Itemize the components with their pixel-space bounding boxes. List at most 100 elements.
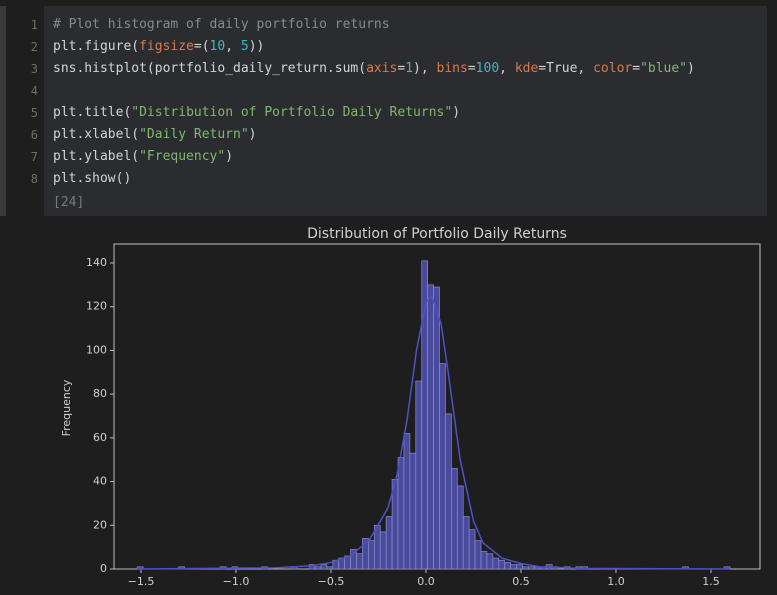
x-tick-label: −0.5 (318, 575, 345, 588)
bar (427, 284, 434, 570)
bar (397, 457, 405, 570)
bar (373, 524, 381, 570)
bar (391, 479, 399, 570)
token: )) (248, 39, 265, 54)
token: color (593, 61, 633, 76)
token: =( (193, 39, 210, 54)
token: , (499, 61, 515, 76)
bar (462, 516, 470, 570)
bar (474, 540, 482, 570)
token: sns.histplot(portfolio_daily_return.sum( (53, 61, 367, 76)
bar (344, 555, 351, 570)
bar (231, 566, 239, 570)
code-line: plt.title("Distribution of Portfolio Dai… (53, 105, 460, 120)
token: plt.title( (53, 105, 132, 120)
x-tick-label: 1.5 (702, 575, 720, 588)
bar (563, 566, 571, 570)
code-cell[interactable] (44, 6, 767, 216)
bar (504, 562, 511, 570)
y-tick-label: 0 (100, 562, 107, 575)
token: plt.show() (53, 171, 132, 186)
code-line: sns.histplot(portfolio_daily_return.sum(… (53, 61, 695, 76)
token: "Daily Return" (139, 127, 249, 142)
token: "Frequency" (139, 149, 226, 164)
y-tick-label: 60 (93, 431, 107, 444)
code-line: plt.xlabel("Daily Return") (53, 127, 257, 142)
token: "blue" (640, 61, 688, 76)
bar (539, 566, 547, 570)
bar (468, 529, 476, 570)
bar (385, 516, 393, 570)
y-tick-label: 100 (86, 343, 107, 356)
bar (136, 566, 144, 570)
bar (178, 566, 185, 570)
bar (486, 553, 494, 570)
token: plt.figure( (53, 39, 140, 54)
execution-count: [24] (53, 195, 85, 210)
bar (682, 566, 689, 570)
bar (415, 380, 423, 570)
token: kde (514, 61, 539, 76)
token: ) (687, 61, 695, 76)
bar (368, 540, 375, 570)
bar (261, 566, 268, 570)
token: = (467, 61, 476, 76)
y-tick-label: 40 (93, 475, 107, 488)
bar (522, 566, 529, 570)
bar (456, 485, 464, 570)
code-line: # Plot histogram of daily portfolio retu… (53, 17, 390, 32)
code-line: plt.ylabel("Frequency") (53, 149, 233, 164)
bar (510, 564, 517, 570)
x-tick-label: 0.5 (512, 575, 530, 588)
token: figsize (139, 39, 194, 54)
cell-gutter (0, 6, 6, 216)
token: 10 (209, 39, 226, 54)
bar (433, 286, 440, 570)
token: = (632, 61, 641, 76)
token: 100 (475, 61, 500, 76)
token: # Plot histogram of daily portfolio retu… (53, 17, 390, 32)
bar (551, 566, 559, 570)
bar (362, 538, 369, 570)
line-number: 8 (30, 172, 38, 186)
chart-title: Distribution of Portfolio Daily Returns (307, 226, 567, 242)
x-tick-label: 1.0 (607, 575, 625, 588)
line-number: 6 (30, 128, 38, 142)
x-tick-label: −1.5 (128, 575, 155, 588)
bar (534, 566, 541, 570)
y-axis-label: Frequency (60, 379, 73, 436)
line-number: 1 (30, 18, 38, 32)
bar (356, 553, 363, 570)
token: "Distribution of Portfolio Daily Returns… (131, 105, 453, 120)
token: ) (248, 127, 257, 142)
line-number: 2 (30, 40, 38, 54)
token: =True, (538, 61, 594, 76)
bar (326, 566, 334, 570)
bar (545, 564, 553, 570)
code-line: plt.figure(figsize=(10, 5)) (53, 39, 264, 54)
y-tick-label: 120 (86, 300, 107, 313)
line-number: 7 (30, 150, 38, 164)
axes-frame (113, 243, 761, 570)
bar (290, 566, 298, 570)
token: bins (436, 61, 468, 76)
bar (421, 260, 429, 570)
token: = (397, 61, 406, 76)
bar (575, 566, 583, 570)
bar (350, 548, 357, 570)
bar (492, 557, 500, 570)
bar (581, 566, 589, 570)
bar (498, 559, 506, 570)
bar (308, 564, 316, 570)
y-tick-label: 80 (93, 387, 107, 400)
bar (320, 564, 328, 570)
bar (439, 363, 446, 570)
token: plt.xlabel( (53, 127, 140, 142)
kde-line (137, 294, 730, 570)
code-line: plt.show() (53, 171, 131, 186)
y-tick-label: 140 (86, 256, 107, 269)
bar (528, 566, 535, 570)
bar (314, 566, 322, 570)
bar (451, 468, 458, 570)
